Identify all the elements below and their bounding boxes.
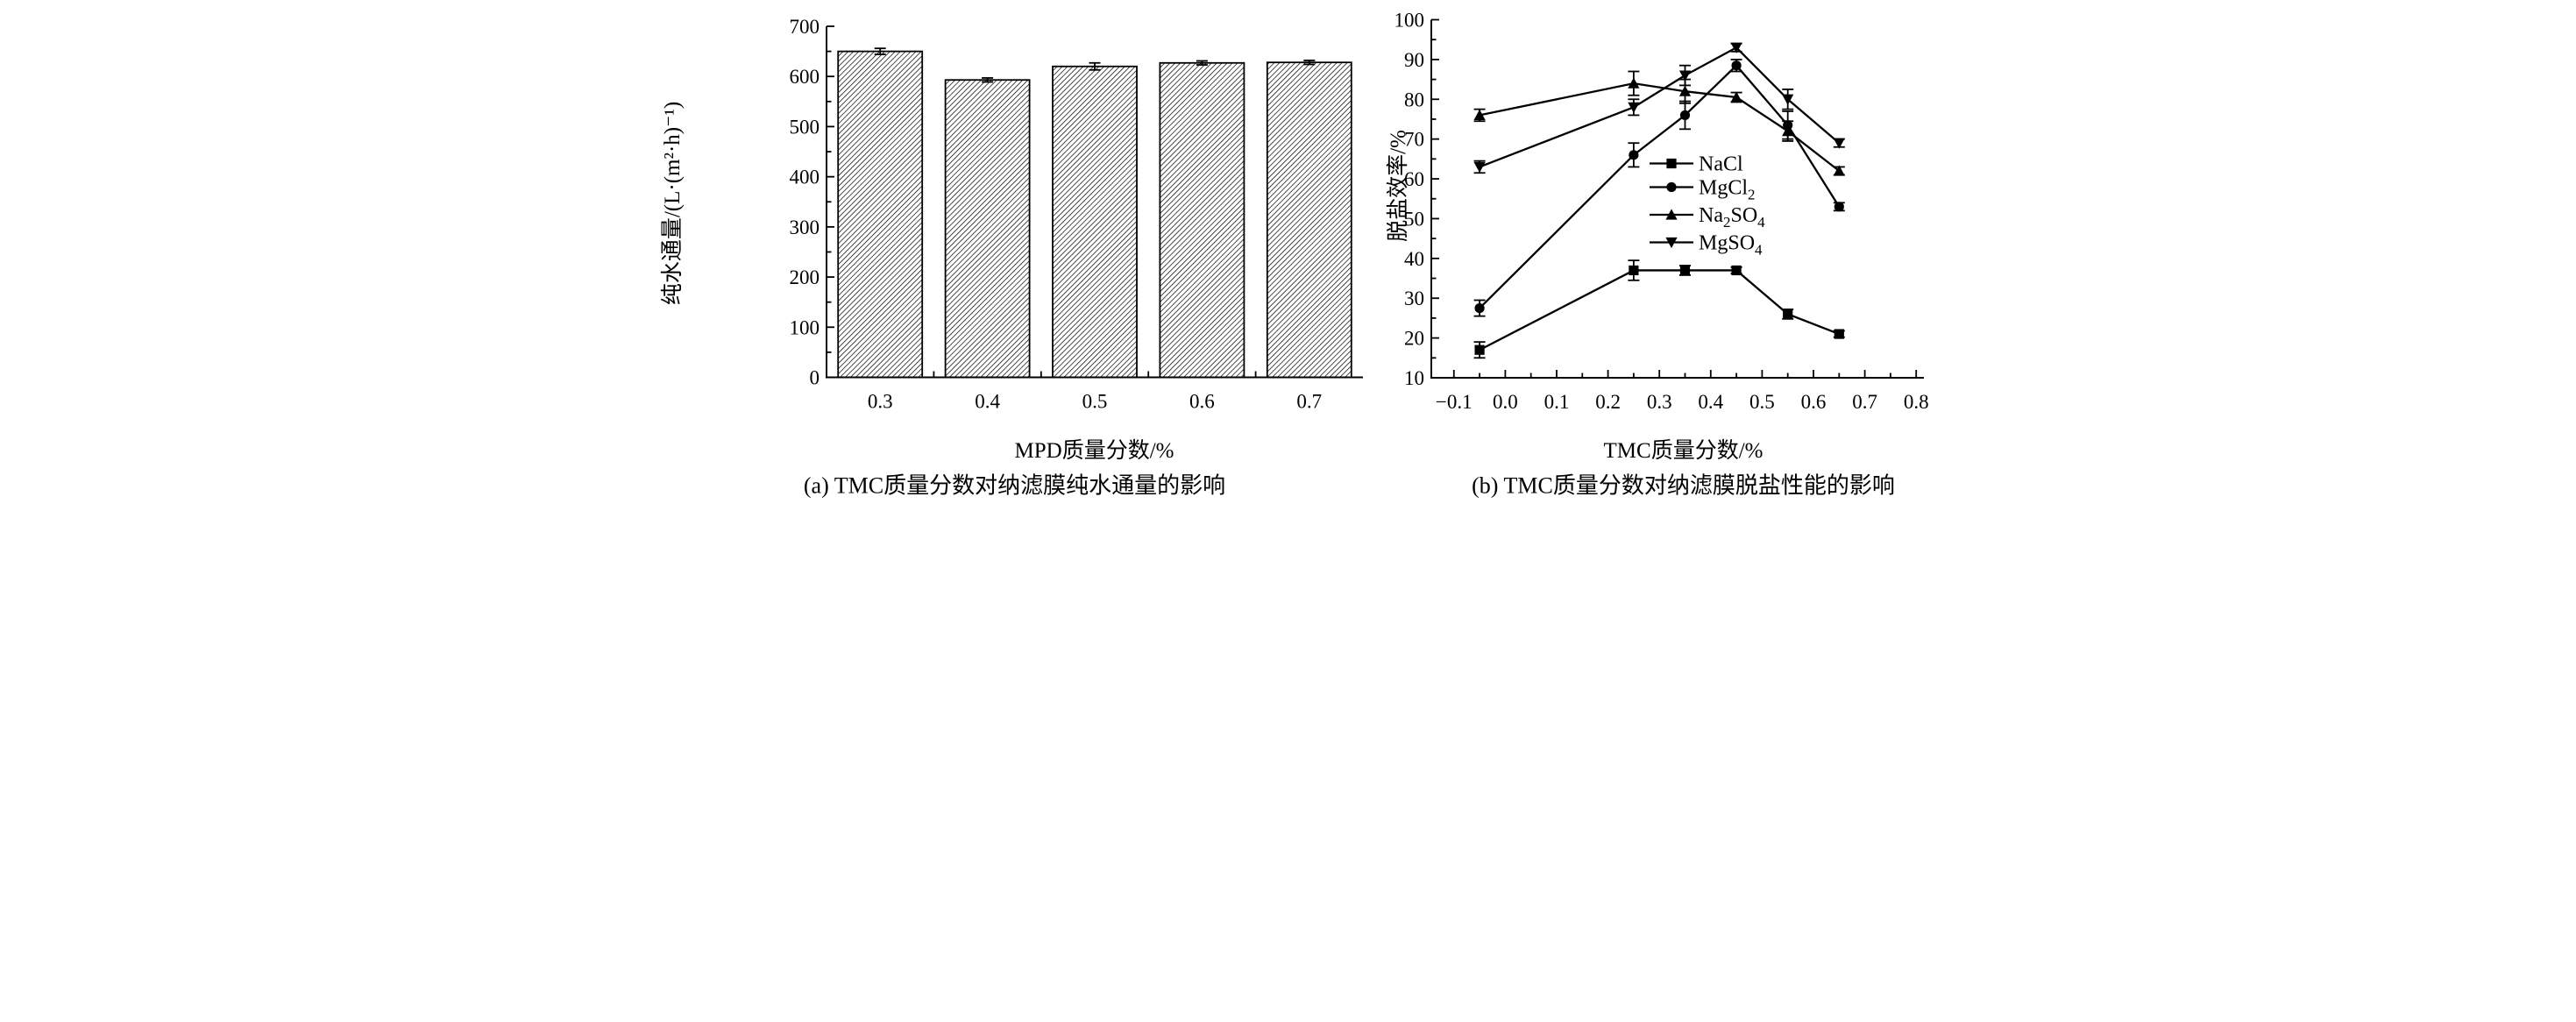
panel-a-bars	[836, 47, 1352, 379]
svg-text:50: 50	[1404, 208, 1424, 230]
panel-b-caption: (b) TMC质量分数对纳滤膜脱盐性能的影响	[1472, 472, 1895, 499]
legend-label-NaCl: NaCl	[1699, 153, 1743, 176]
svg-text:0.4: 0.4	[975, 391, 1000, 413]
panel-b-axes: 10 20 30 40 50 60 70 80 90 100 −0.1 0.0 0.1 0.2 0.3 0.4…	[1394, 10, 1928, 414]
svg-text:30: 30	[1404, 287, 1424, 309]
svg-text:10: 10	[1404, 367, 1424, 389]
bar-0.6	[1159, 61, 1245, 379]
svg-text:0.3: 0.3	[867, 391, 892, 413]
bar-0.7	[1266, 61, 1352, 379]
svg-text:90: 90	[1404, 49, 1424, 71]
svg-text:300: 300	[789, 216, 820, 238]
panel-b-y-axis-title: 脱盐效率/%	[1386, 130, 1410, 242]
legend-label-MgSO4: MgSO4	[1699, 232, 1763, 259]
legend-label-Na2SO4: Na2SO4	[1699, 204, 1765, 231]
svg-text:0: 0	[809, 367, 820, 389]
series-NaCl	[1473, 259, 1845, 359]
svg-text:100: 100	[789, 316, 820, 338]
charts-svg: 0 100 200 300 400 500 600 700 0.3 0.4 0.5 0.6 0.7 10 2…	[789, 10, 1928, 414]
svg-text:0.2: 0.2	[1595, 391, 1621, 413]
svg-text:400: 400	[789, 167, 820, 188]
svg-text:0.6: 0.6	[1189, 391, 1215, 413]
svg-text:0.8: 0.8	[1903, 391, 1928, 413]
panel-a-x-axis-title: MPD质量分数/%	[1014, 439, 1174, 463]
bar-0.4	[944, 79, 1031, 379]
bar-0.3	[836, 50, 923, 379]
svg-text:0.4: 0.4	[1698, 391, 1723, 413]
svg-text:80: 80	[1404, 89, 1424, 110]
panel-a-caption: (a) TMC质量分数对纳滤膜纯水通量的影响	[803, 472, 1226, 499]
svg-text:100: 100	[1394, 10, 1424, 32]
panel-b-x-axis-title: TMC质量分数/%	[1603, 439, 1763, 463]
svg-text:0.0: 0.0	[1493, 391, 1518, 413]
svg-text:40: 40	[1404, 248, 1424, 270]
svg-text:0.3: 0.3	[1646, 391, 1671, 413]
svg-text:70: 70	[1404, 129, 1424, 151]
bar-0.5	[1051, 65, 1138, 379]
panel-a-y-axis-title: 纯水通量/(L·(m²·h)⁻¹)	[660, 101, 685, 306]
svg-text:700: 700	[789, 16, 820, 38]
panel-a-plot: 0 100 200 300 400 500 600 700 0.3 0.4 0.5 0.6 0.7	[789, 16, 1363, 413]
svg-text:20: 20	[1404, 328, 1424, 350]
series-Na2SO4	[1473, 70, 1845, 176]
svg-text:−0.1: −0.1	[1435, 391, 1472, 413]
svg-text:0.7: 0.7	[1852, 391, 1877, 413]
svg-text:600: 600	[789, 66, 820, 88]
svg-text:0.6: 0.6	[1800, 391, 1826, 413]
svg-text:0.5: 0.5	[1749, 391, 1775, 413]
panel-a-axes: 0 100 200 300 400 500 600 700 0.3 0.4 0.5 0.6 0.7	[789, 16, 1363, 413]
legend-label-MgCl2: MgCl2	[1699, 177, 1756, 203]
svg-text:0.7: 0.7	[1296, 391, 1322, 413]
svg-text:60: 60	[1404, 168, 1424, 190]
panel-b-plot: 10 20 30 40 50 60 70 80 90 100 −0.1 0.0 0.1 0.2 0.3 0.4…	[1394, 10, 1928, 414]
figure-canvas: 0 100 200 300 400 500 600 700 0.3 0.4 0.5 0.6 0.7 10 2…	[643, 0, 1933, 511]
svg-text:0.5: 0.5	[1082, 391, 1107, 413]
svg-text:0.1: 0.1	[1543, 391, 1569, 413]
svg-text:500: 500	[789, 116, 820, 138]
series-MgSO4	[1473, 42, 1845, 174]
svg-text:200: 200	[789, 266, 820, 288]
